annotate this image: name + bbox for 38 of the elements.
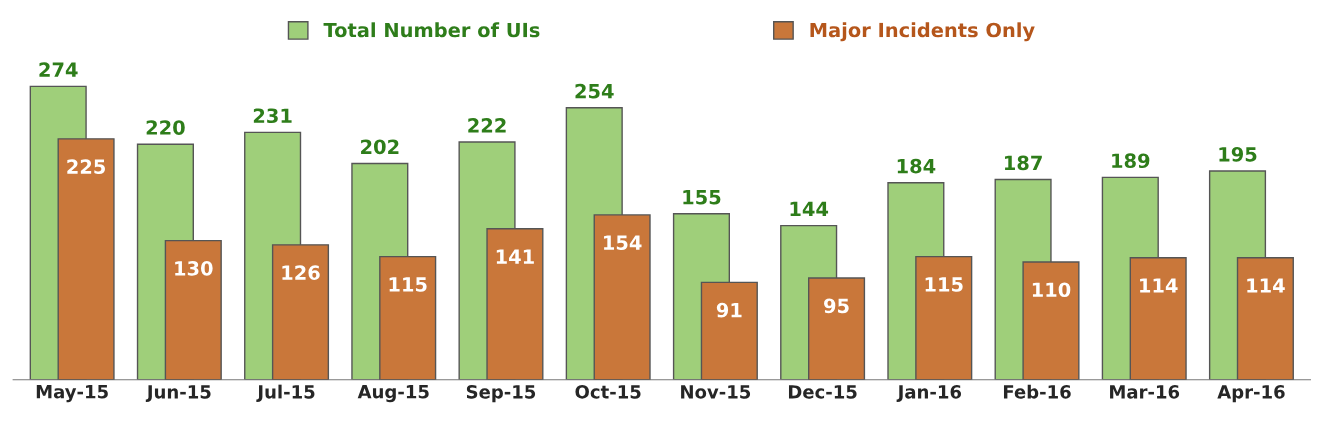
data-label: 195 [1219, 146, 1257, 162]
data-label: 91 [716, 302, 742, 318]
legend-label: Total Number of UIs [323, 22, 540, 38]
x-tick-label: Jun-15 [145, 385, 211, 402]
data-label: 202 [361, 139, 399, 155]
data-label: 114 [1140, 278, 1178, 293]
data-label: 184 [897, 158, 936, 174]
x-tick-label: Aug-15 [357, 385, 429, 403]
data-label: 141 [496, 249, 534, 264]
data-label: 225 [67, 159, 106, 174]
x-tick-label: Dec-15 [788, 385, 857, 399]
data-label: 189 [1112, 153, 1150, 169]
x-tick-label: Jan-16 [896, 385, 962, 402]
data-label: 154 [604, 235, 642, 251]
legend-label: Major Incidents Only [810, 22, 1035, 42]
x-tick-label: Nov-15 [681, 385, 751, 399]
data-label: 274 [39, 62, 78, 77]
data-label: 144 [790, 201, 829, 216]
x-tick-label: Feb-16 [1003, 384, 1071, 399]
data-label: 110 [1032, 282, 1071, 298]
data-label: 220 [146, 120, 185, 135]
data-label: 115 [389, 277, 427, 292]
data-label: 155 [683, 190, 721, 205]
data-label: 254 [575, 83, 614, 99]
x-tick-label: May-15 [36, 385, 108, 403]
data-label: 126 [282, 265, 320, 280]
x-tick-label: Jul-15 [256, 384, 315, 402]
data-label: 222 [468, 118, 506, 133]
data-label: 231 [253, 108, 292, 124]
x-tick-label: Mar-16 [1110, 385, 1180, 399]
x-tick-label: Sep-15 [466, 384, 536, 403]
data-label: 114 [1247, 278, 1285, 293]
data-label: 187 [1004, 155, 1042, 171]
data-label: 130 [175, 261, 213, 276]
data-label: 95 [824, 298, 849, 314]
x-tick-label: Apr-16 [1217, 385, 1285, 403]
data-label: 115 [925, 277, 963, 292]
x-tick-label: Oct-15 [575, 384, 641, 399]
